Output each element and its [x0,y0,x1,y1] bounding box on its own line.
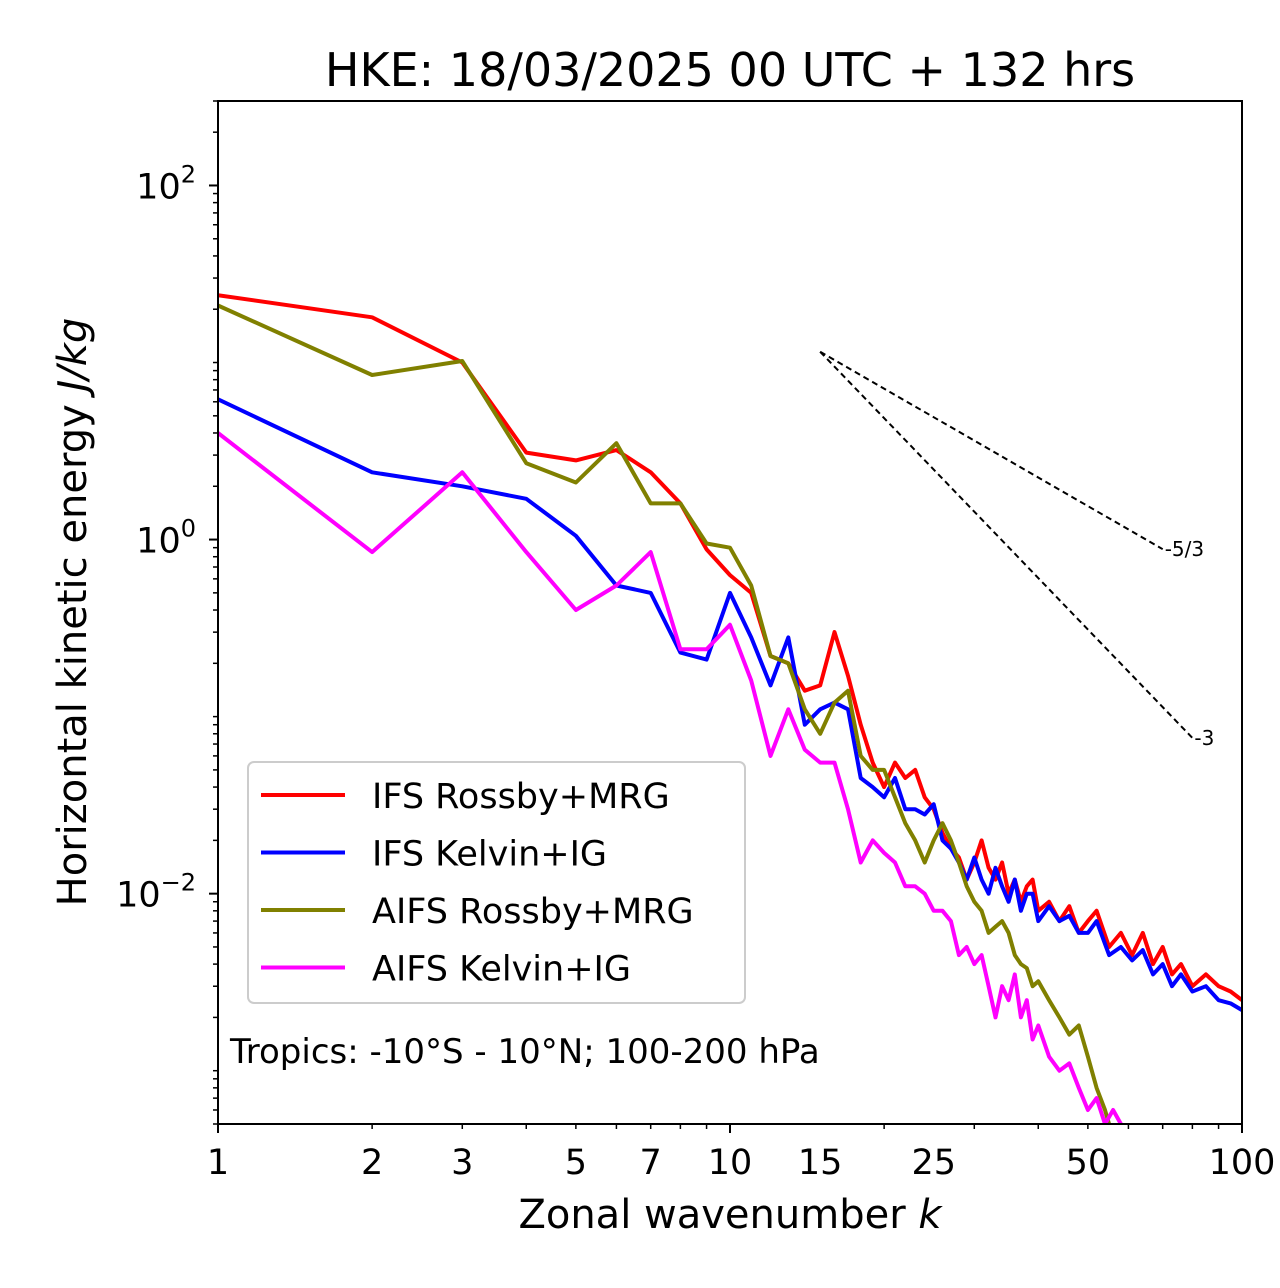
x-tick-label: 1 [207,1143,229,1183]
y-axis-ticks: 10−2 100 102 [116,100,218,1125]
x-axis-label: Zonal wavenumber k [518,1192,943,1238]
legend-label-1: IFS Kelvin+IG [372,835,607,875]
region-annotation: Tropics: -10°S - 10°N; 100-200 hPa [229,1032,820,1072]
reference-line-label-1: -3 [1194,726,1214,750]
x-tick-label: 25 [911,1143,956,1183]
y-tick-label: 100 [136,515,196,562]
reference-slope-layer: -5/3 -3 [819,350,1214,750]
reference-line-label-0: -5/3 [1165,537,1204,561]
y-tick-label: 10−2 [116,869,196,916]
x-tick-label: 10 [708,1143,753,1183]
x-tick-label: 50 [1066,1143,1111,1183]
chart-title: HKE: 18/03/2025 00 UTC + 132 hrs [325,43,1135,97]
x-tick-label: 7 [640,1143,662,1183]
reference-line-0 [819,350,1164,551]
x-tick-label: 2 [361,1143,383,1183]
y-tick-label: 102 [136,160,196,207]
x-tick-label: 5 [565,1143,587,1183]
legend-box [247,761,746,1004]
legend-label-3: AIFS Kelvin+IG [372,950,631,990]
series-line-2 [218,303,1112,1124]
legend-label-0: IFS Rossby+MRG [372,777,670,817]
series-line-1 [218,397,1242,1012]
x-tick-label: 100 [1209,1143,1276,1183]
x-tick-label: 15 [798,1143,843,1183]
legend-label-2: AIFS Rossby+MRG [372,892,694,932]
x-axis-ticks: 1 2 3 5 7 10 15 25 50 100 [207,1124,1276,1183]
legend: IFS Rossby+MRG IFS Kelvin+IG AIFS Rossby+M… [247,761,746,1004]
series-layer [218,293,1242,1124]
x-tick-label: 3 [451,1143,473,1183]
series-line-3 [218,431,1123,1124]
reference-line-1 [819,351,1194,739]
y-axis-label: Horizontal kinetic energy J/kg [50,318,96,907]
